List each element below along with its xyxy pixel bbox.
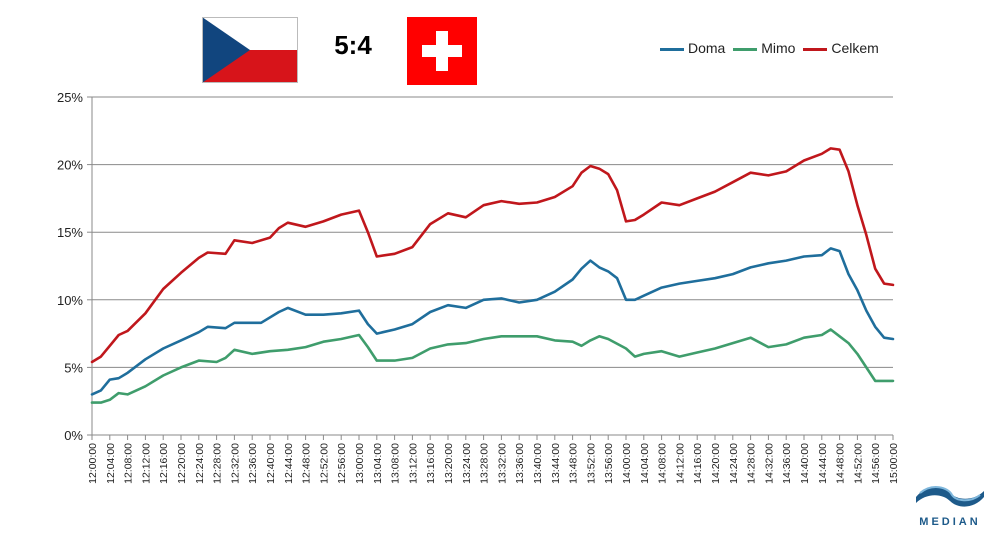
brand-name: MEDIAN [919,516,981,528]
series-line-doma [90,247,895,396]
x-tick-label: 13:12:00 [407,443,419,484]
y-tick-label: 20% [57,158,83,173]
x-tick-label: 12:24:00 [194,443,206,484]
x-tick-label: 13:08:00 [390,443,402,484]
x-tick-label: 13:32:00 [496,443,508,484]
x-tick-label: 13:52:00 [585,443,597,484]
x-tick-label: 14:52:00 [852,443,864,484]
swiss-flag-icon [407,17,477,85]
legend-swatch-mimo [733,47,758,51]
x-tick-label: 12:28:00 [212,443,224,484]
y-tick-label: 25% [57,90,83,105]
x-tick-label: 13:16:00 [425,443,437,484]
x-tick-label: 12:16:00 [158,443,170,484]
x-tick-label: 12:52:00 [318,443,330,484]
x-tick-label: 12:44:00 [283,443,295,484]
x-tick-label: 12:08:00 [123,443,135,484]
x-tick-label: 12:00:00 [87,443,99,484]
czech-flag-icon [202,17,298,83]
x-tick-label: 12:32:00 [229,443,241,484]
x-tick-label: 13:56:00 [603,443,615,484]
x-tick-label: 12:56:00 [336,443,348,484]
legend-label-celkem: Celkem [831,40,879,56]
x-tick-label: 13:36:00 [514,443,526,484]
x-tick-label: 14:00:00 [621,443,633,484]
series-lines [90,147,895,404]
x-tick-label: 12:36:00 [247,443,259,484]
x-tick-label: 15:00:00 [888,443,900,484]
x-tick-label: 14:12:00 [674,443,686,484]
median-logo-icon [916,486,984,507]
x-tick-label: 13:04:00 [372,443,384,484]
series-line-celkem [90,147,895,364]
x-tick-label: 12:12:00 [140,443,152,484]
x-tick-label: 14:40:00 [799,443,811,484]
x-tick-label: 14:44:00 [817,443,829,484]
x-tick-label: 14:56:00 [870,443,882,484]
x-tick-label: 12:04:00 [105,443,117,484]
y-tick-label: 10% [57,293,83,308]
x-tick-label: 13:20:00 [443,443,455,484]
x-tick-label: 14:04:00 [639,443,651,484]
gridlines [92,96,893,368]
x-tick-label: 14:32:00 [763,443,775,484]
x-tick-label: 14:08:00 [657,443,669,484]
legend-label-doma: Doma [688,40,726,56]
x-tick-label: 13:44:00 [550,443,562,484]
x-tick-label: 13:00:00 [354,443,366,484]
x-tick-label: 12:40:00 [265,443,277,484]
x-tick-label: 14:28:00 [746,443,758,484]
x-axis-ticks: 12:00:00 12:04:00 12:08:00 12:12:00 12:16:00… [87,435,900,484]
x-tick-label: 14:24:00 [728,443,740,484]
x-tick-label: 14:48:00 [835,443,847,484]
x-tick-label: 14:20:00 [710,443,722,484]
legend-swatch-celkem [803,47,828,51]
legend-label-mimo: Mimo [761,40,796,56]
y-tick-label: 0% [64,428,83,443]
x-tick-label: 12:20:00 [176,443,188,484]
legend-item-mimo: Mimo [733,40,795,56]
legend-item-celkem: Celkem [803,40,879,56]
x-tick-label: 13:28:00 [479,443,491,484]
x-tick-label: 13:40:00 [532,443,544,484]
x-tick-label: 12:48:00 [301,443,313,484]
series-line-mimo [90,328,895,404]
legend-swatch-doma [660,47,684,51]
y-tick-label: 5% [64,360,83,375]
chart-legend: Doma Mimo Celkem [660,40,883,56]
x-tick-label: 13:48:00 [568,443,580,484]
y-axis-ticks: 0% 5% 10% 15% 20% 25% [57,90,92,443]
x-tick-label: 13:24:00 [461,443,473,484]
match-score: 5:4 [334,30,372,60]
axes [91,97,893,436]
legend-item-doma: Doma [660,40,725,56]
x-tick-label: 14:36:00 [781,443,793,484]
median-logo: MEDIAN [912,483,988,528]
x-tick-label: 14:16:00 [692,443,704,484]
y-tick-label: 15% [57,225,83,240]
